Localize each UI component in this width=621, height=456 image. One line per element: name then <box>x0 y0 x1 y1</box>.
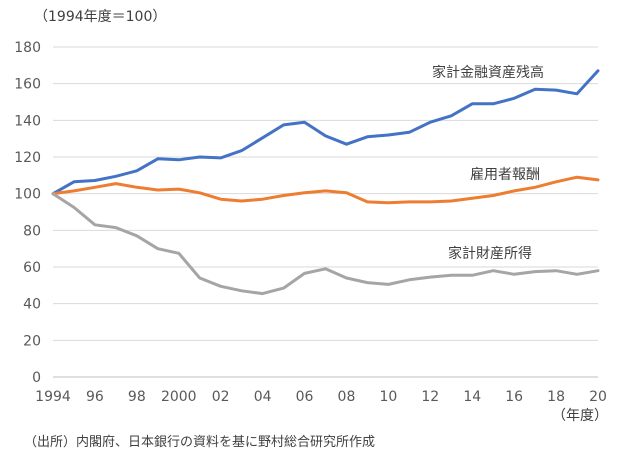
x-unit-label: （年度） <box>552 408 608 424</box>
series-line-1 <box>51 69 600 196</box>
x-tick-label: 12 <box>421 389 439 405</box>
x-tick-label: 16 <box>505 389 523 405</box>
y-axis-ticks: 0 20 40 60 80 100 120 140 160 180 <box>14 40 41 386</box>
x-tick-label: 08 <box>338 389 356 405</box>
x-tick-label: 10 <box>379 389 397 405</box>
y-tick-label: 20 <box>23 333 41 349</box>
series-label-2: 雇用者報酬 <box>470 166 540 183</box>
y-tick-label: 180 <box>14 40 41 56</box>
y-tick-label: 80 <box>23 223 41 239</box>
series-lines <box>51 69 600 296</box>
x-tick-label: 2000 <box>161 389 197 405</box>
x-tick-label: 06 <box>296 389 314 405</box>
series-line-2 <box>51 175 600 205</box>
y-tick-label: 60 <box>23 260 41 276</box>
y-tick-label: 40 <box>23 297 41 313</box>
series-line-3 <box>51 192 600 296</box>
y-tick-label: 140 <box>14 113 41 129</box>
y-tick-label: 0 <box>32 370 41 386</box>
x-tick-label: 14 <box>463 389 481 405</box>
x-axis-ticks: 1994 96 98 2000 02 04 06 08 10 12 14 16 18 20 <box>35 389 607 405</box>
source-note: （出所）内閣府、日本銀行の資料を基に野村総合研究所作成 <box>24 435 376 450</box>
y-tick-label: 120 <box>14 150 41 166</box>
series-label-1: 家計金融資産残高 <box>432 64 544 81</box>
gridlines <box>53 46 598 378</box>
x-tick-label: 1994 <box>35 389 71 405</box>
x-tick-label: 04 <box>254 389 272 405</box>
x-tick-label: 02 <box>212 389 230 405</box>
y-tick-label: 100 <box>14 187 41 203</box>
series-label-3: 家計財産所得 <box>448 245 532 262</box>
y-unit-label: （1994年度＝100） <box>34 9 167 25</box>
x-tick-label: 96 <box>86 389 104 405</box>
x-tick-label: 18 <box>547 389 565 405</box>
y-tick-label: 160 <box>14 77 41 93</box>
x-tick-label: 98 <box>128 389 146 405</box>
x-tick-label: 20 <box>589 389 607 405</box>
